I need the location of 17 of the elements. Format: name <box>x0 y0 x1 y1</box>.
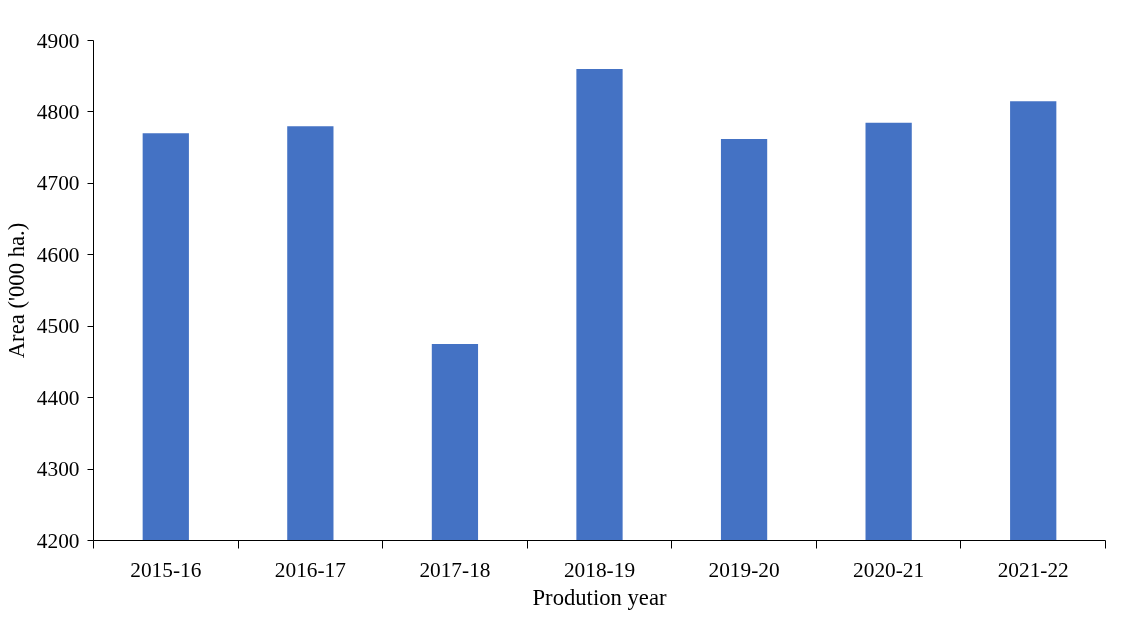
x-tick-label: 2016-17 <box>274 557 347 582</box>
x-tick-label: 2015-16 <box>130 557 202 582</box>
x-tick-label: 2020-21 <box>853 557 925 582</box>
x-tick-label: 2019-20 <box>708 557 780 582</box>
y-axis-title: Area ('000 ha.) <box>3 222 29 359</box>
y-tick-label: 4300 <box>36 457 80 482</box>
x-tick-label: 2017-18 <box>419 557 491 582</box>
x-tick-label: 2021-22 <box>997 557 1069 582</box>
y-tick-label: 4800 <box>36 99 80 124</box>
y-tick-label: 4200 <box>36 528 80 553</box>
y-tick-label: 4700 <box>36 171 80 196</box>
x-axis-title: Prodution year <box>532 584 667 610</box>
y-tick-label: 4900 <box>36 28 80 53</box>
y-tick-label: 4600 <box>36 242 80 267</box>
x-tick-label: 2018-19 <box>563 557 636 582</box>
y-tick-label: 4400 <box>36 385 80 410</box>
y-tick-label: 4500 <box>36 314 80 339</box>
